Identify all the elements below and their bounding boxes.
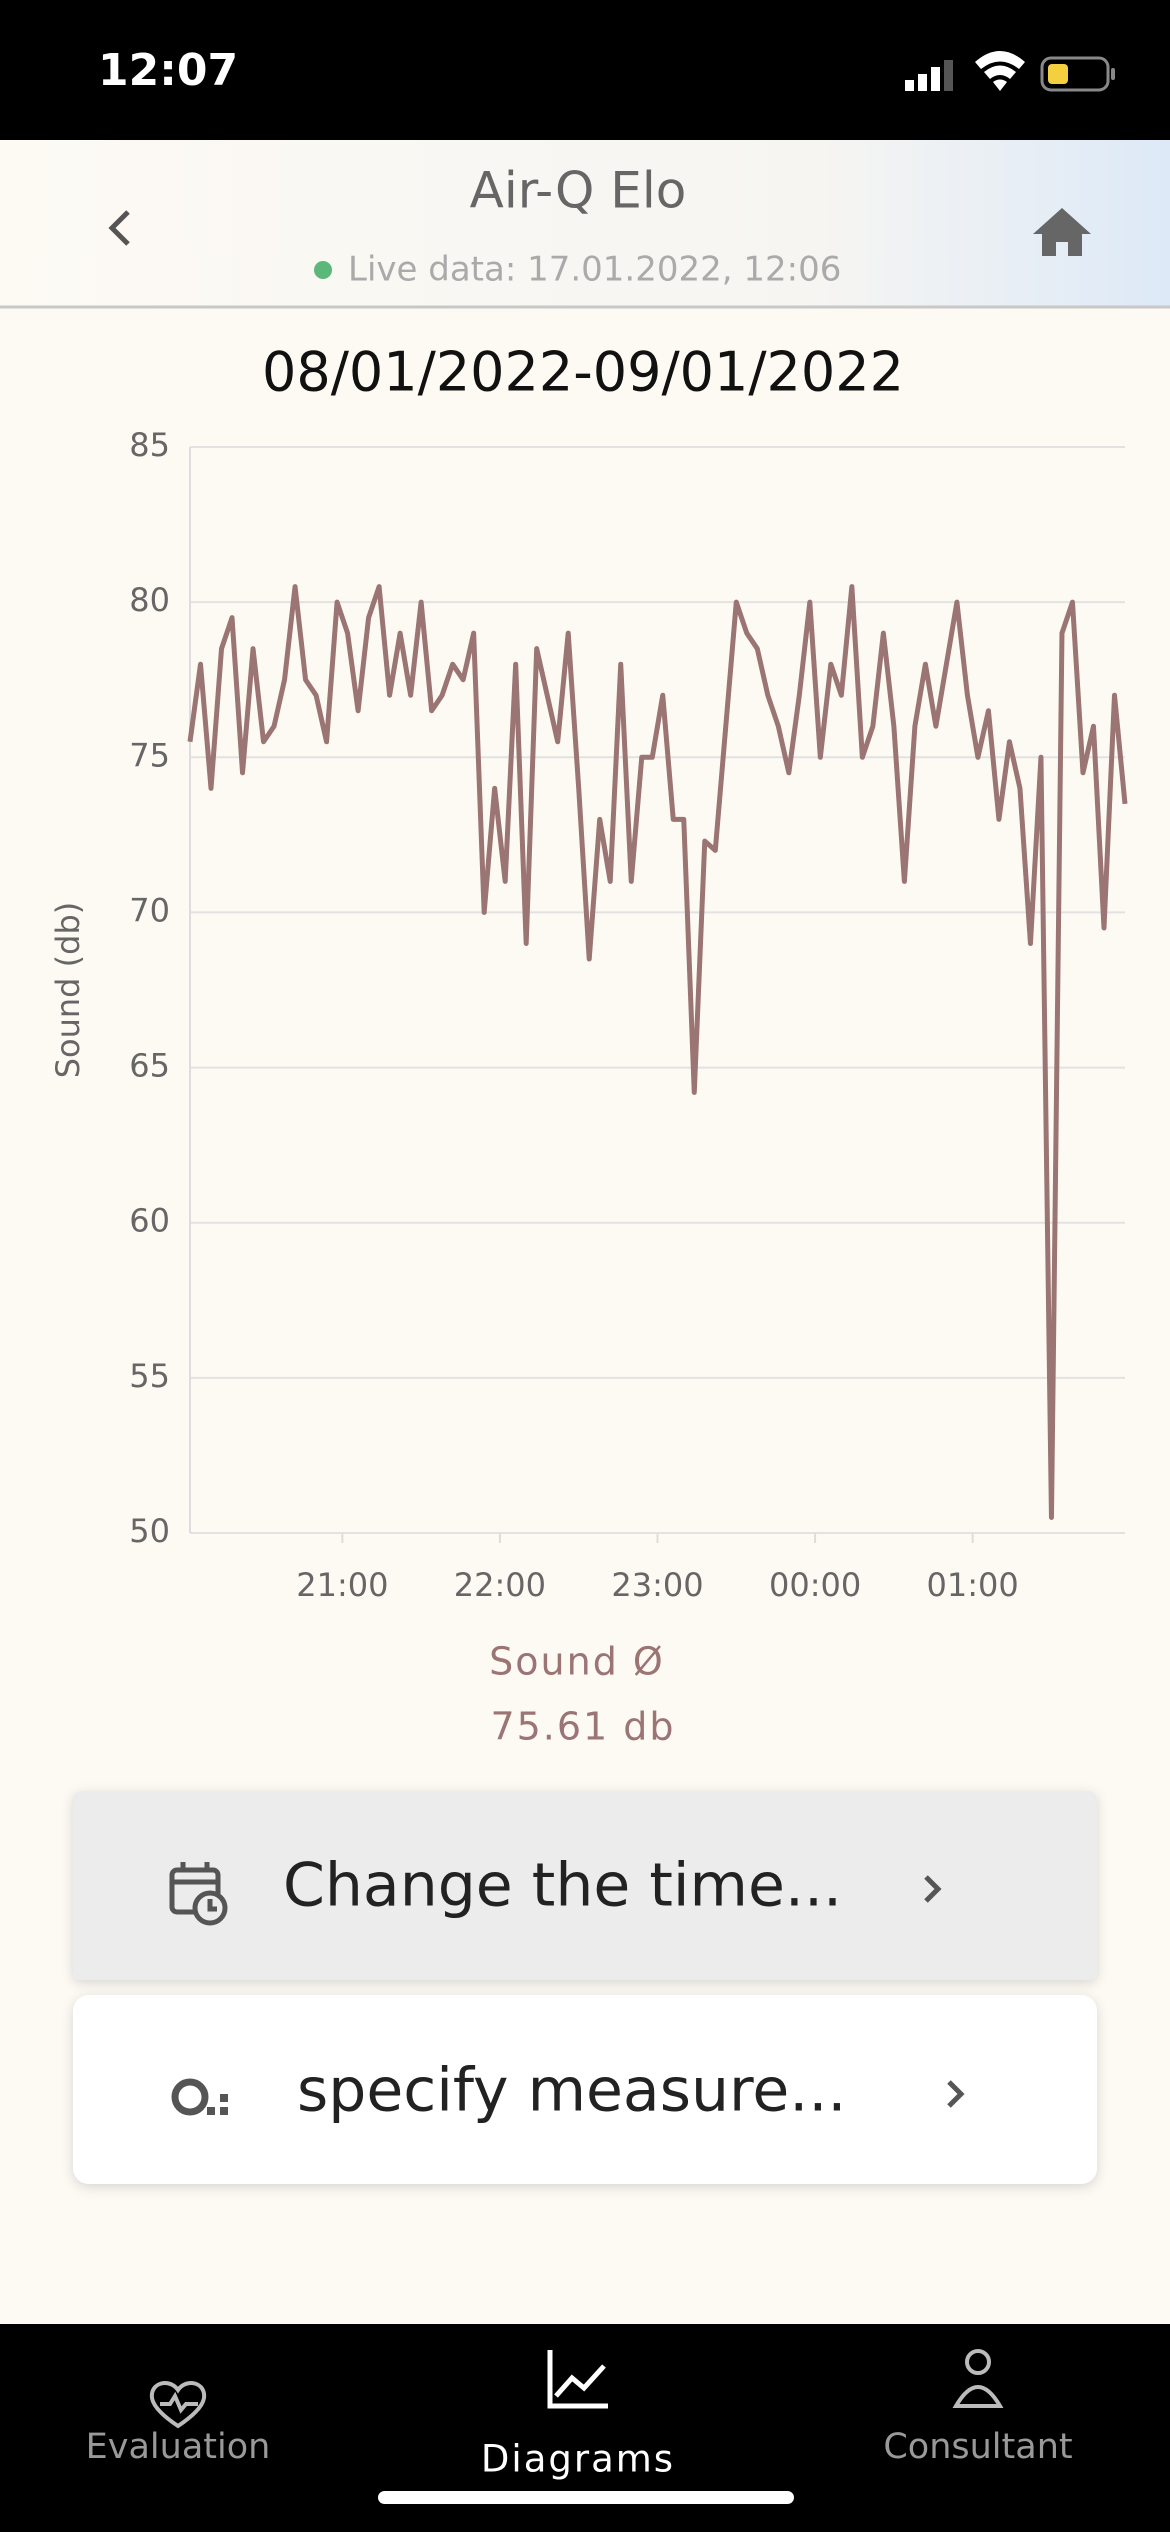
live-dot xyxy=(314,261,332,279)
y-axis-title: Sound (db) xyxy=(49,902,87,1079)
home-indicator xyxy=(378,2491,794,2504)
summary-label: Sound Ø xyxy=(489,1640,665,1684)
data-line xyxy=(187,584,1128,1520)
measure-icon xyxy=(171,2078,228,2116)
home-button[interactable] xyxy=(1033,208,1091,256)
x-tick-label: 22:00 xyxy=(454,1566,546,1604)
chevron xyxy=(947,2080,965,2108)
y-tick-label: 75 xyxy=(129,736,170,774)
tab-label: Diagrams xyxy=(481,2438,675,2481)
y-tick-label: 80 xyxy=(129,581,170,619)
status-bar xyxy=(0,0,1170,140)
card-label: Change the time... xyxy=(283,1851,842,1921)
header xyxy=(0,140,1170,307)
card xyxy=(73,1791,1097,1980)
clock: 12:07 xyxy=(98,45,238,96)
tab-consultant[interactable]: Consultant xyxy=(883,2349,1073,2467)
live-data: Live data: 17.01.2022, 12:06 xyxy=(348,250,841,290)
tab-icon xyxy=(965,2349,991,2375)
y-tick-label: 60 xyxy=(129,1202,170,1240)
x-tick-label: 23:00 xyxy=(611,1566,703,1604)
calendar-icon xyxy=(169,1862,228,1926)
x-tick-label: 00:00 xyxy=(769,1566,861,1604)
y-tick-label: 50 xyxy=(129,1512,170,1550)
tab-icon xyxy=(952,2385,1004,2408)
device-title: Air-Q Elo xyxy=(470,162,687,220)
chart-title: 08/01/2022-09/01/2022 xyxy=(262,341,904,404)
tab-evaluation[interactable]: Evaluation xyxy=(86,2381,271,2467)
tab-icon xyxy=(547,2350,608,2409)
card-label: specify measure... xyxy=(297,2056,846,2126)
tab-diagrams[interactable]: Diagrams xyxy=(481,2350,675,2481)
x-tick-label: 21:00 xyxy=(296,1566,388,1604)
x-tick-label: 01:00 xyxy=(927,1566,1019,1604)
status-icons xyxy=(905,51,1115,92)
tab-label: Evaluation xyxy=(86,2427,271,2467)
chevron xyxy=(924,1875,942,1903)
tab-icon xyxy=(149,2381,207,2429)
summary-value: 75.61 db xyxy=(490,1705,675,1749)
card xyxy=(73,1995,1097,2184)
back-button[interactable] xyxy=(108,210,130,246)
y-tick-label: 85 xyxy=(129,426,170,464)
chart: 08/01/2022-09/01/2022 Sound (db) 50 55 60 6… xyxy=(49,341,1128,1604)
tab-label: Consultant xyxy=(883,2427,1072,2467)
y-tick-label: 65 xyxy=(129,1047,170,1085)
change-time-card[interactable]: Change the time... xyxy=(73,1791,1097,1980)
y-tick-label: 55 xyxy=(129,1357,170,1395)
specify-measure-card[interactable]: specify measure... xyxy=(73,1995,1097,2184)
y-tick-label: 70 xyxy=(129,891,170,929)
